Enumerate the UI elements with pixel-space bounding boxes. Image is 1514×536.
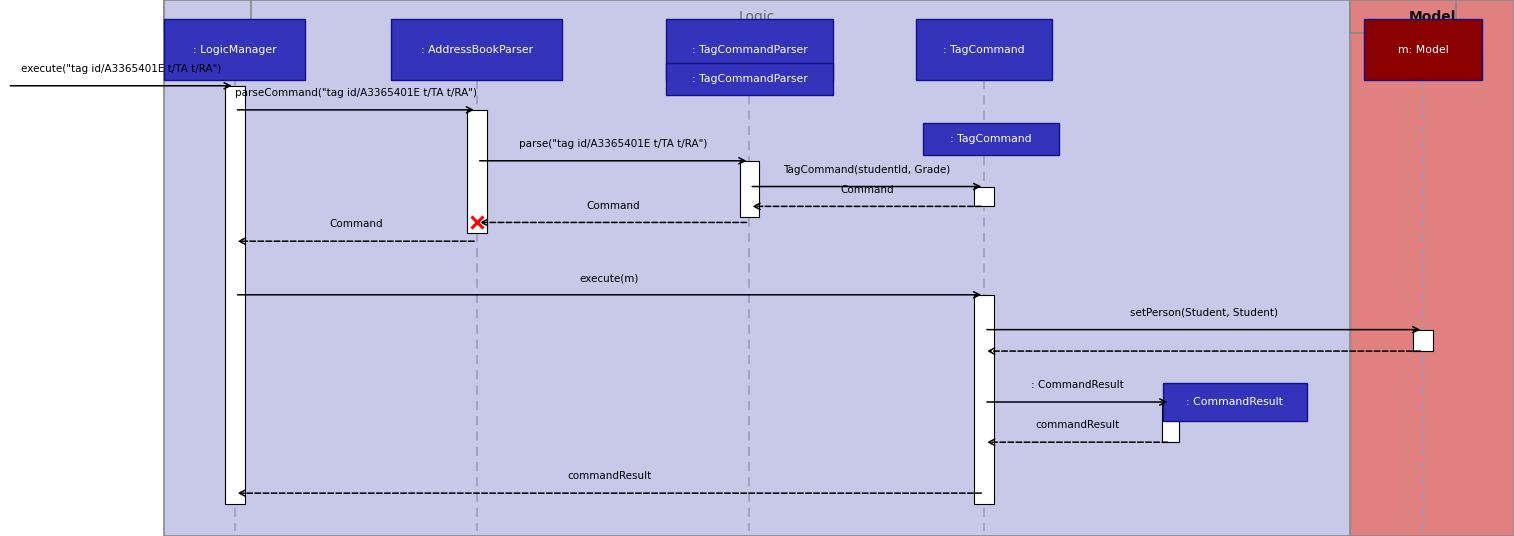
Text: : TagCommand: : TagCommand	[951, 135, 1031, 144]
Text: Command: Command	[586, 200, 640, 211]
Text: m: Model: m: Model	[1397, 44, 1449, 55]
Text: : TagCommandParser: : TagCommandParser	[692, 75, 807, 84]
Text: : TagCommandParser: : TagCommandParser	[692, 44, 807, 55]
Text: Model: Model	[1408, 10, 1456, 24]
Bar	[975, 295, 995, 504]
Bar	[224, 86, 245, 504]
Bar	[391, 19, 563, 80]
Text: TagCommand(studentId, Grade): TagCommand(studentId, Grade)	[783, 165, 951, 175]
Text: execute(m): execute(m)	[580, 273, 639, 283]
Bar	[1163, 383, 1307, 421]
Bar	[466, 110, 488, 233]
Bar	[1163, 402, 1179, 442]
Bar	[922, 123, 1058, 155]
Bar	[975, 187, 995, 206]
Bar	[666, 19, 833, 80]
Text: commandResult: commandResult	[1036, 420, 1119, 430]
Bar	[1350, 0, 1456, 33]
Text: parse("tag id/A3365401E t/TA t/RA"): parse("tag id/A3365401E t/TA t/RA")	[519, 139, 707, 149]
Bar	[666, 63, 833, 95]
Text: setPerson(Student, Student): setPerson(Student, Student)	[1129, 308, 1278, 318]
Text: Logic: Logic	[739, 10, 775, 24]
Text: Command: Command	[329, 219, 383, 229]
Text: execute("tag id/A3365401E t/TA t/RA"): execute("tag id/A3365401E t/TA t/RA")	[21, 64, 221, 74]
Text: : AddressBookParser: : AddressBookParser	[421, 44, 533, 55]
Bar	[164, 0, 1350, 536]
Bar	[164, 19, 306, 80]
Bar	[1350, 0, 1514, 536]
Bar	[1364, 19, 1482, 80]
Text: : CommandResult: : CommandResult	[1187, 397, 1282, 407]
Text: : TagCommand: : TagCommand	[943, 44, 1025, 55]
Text: commandResult: commandResult	[568, 471, 651, 481]
Text: parseCommand("tag id/A3365401E t/TA t/RA"): parseCommand("tag id/A3365401E t/TA t/RA…	[235, 88, 477, 98]
Text: : CommandResult: : CommandResult	[1031, 380, 1123, 390]
Bar	[739, 161, 759, 217]
Bar	[1414, 330, 1432, 351]
Bar	[164, 0, 251, 33]
Text: : LogicManager: : LogicManager	[192, 44, 277, 55]
Bar	[916, 19, 1052, 80]
Text: Command: Command	[840, 184, 893, 195]
